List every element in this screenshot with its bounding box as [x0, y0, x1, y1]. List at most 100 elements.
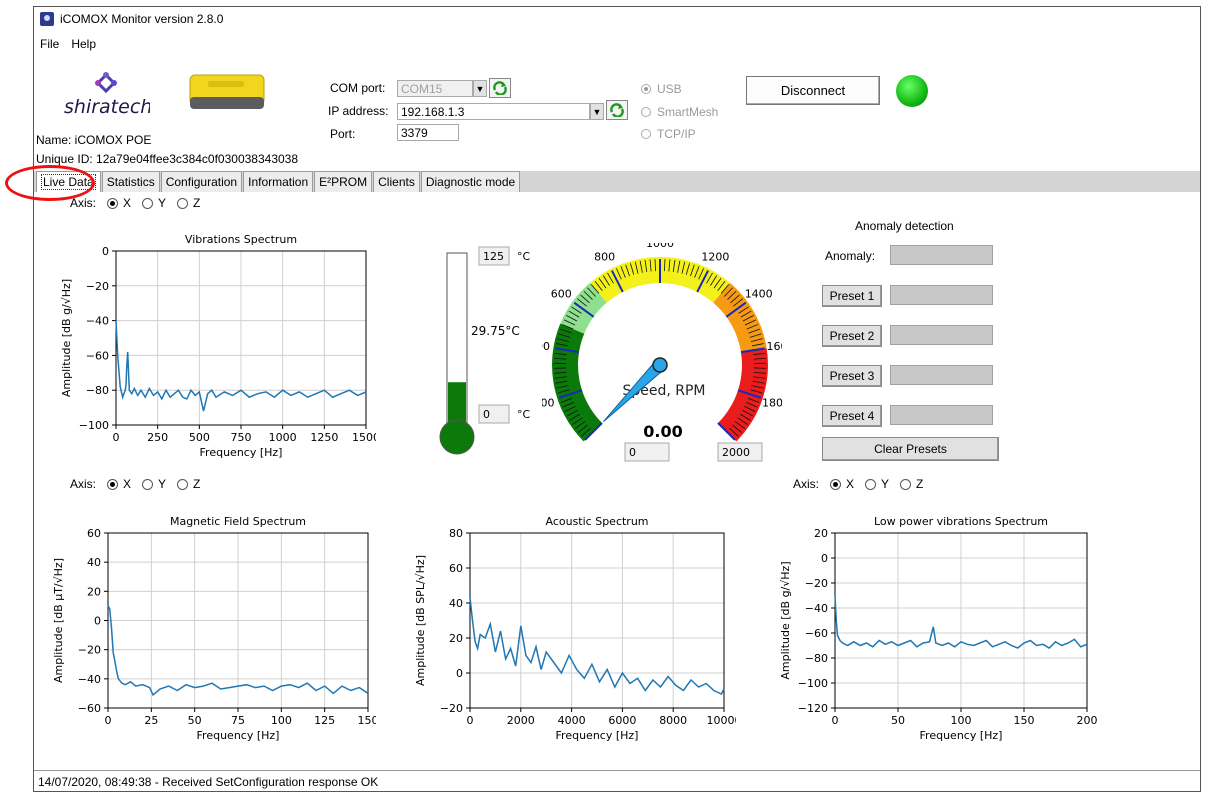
radio-usb-dot[interactable]: [641, 84, 651, 94]
gauge-tick: [737, 417, 748, 425]
preset-4-button[interactable]: Preset 4: [822, 405, 882, 427]
gauge-tick: [556, 385, 569, 389]
refresh-com-icon[interactable]: [489, 78, 511, 98]
y-tick-label: 60: [449, 562, 463, 575]
tab-clients[interactable]: Clients: [373, 171, 420, 192]
tab-diagnostic-mode[interactable]: Diagnostic mode: [420, 171, 521, 192]
gauge-tick: [555, 380, 568, 384]
axis-x-radio[interactable]: [107, 197, 119, 209]
menu-help[interactable]: Help: [71, 37, 97, 51]
axis-z-radio[interactable]: [177, 197, 189, 209]
axis-z-radio[interactable]: [900, 478, 912, 490]
axis-y-radio[interactable]: [142, 197, 154, 209]
preset-2-button[interactable]: Preset 2: [822, 325, 882, 347]
tab-eeprom[interactable]: E²PROM: [314, 171, 373, 192]
gauge-tick: [564, 405, 576, 412]
chart-title: Vibrations Spectrum: [185, 233, 297, 246]
gauge-tick: [677, 260, 681, 273]
tab-live-data[interactable]: Live Data: [36, 171, 101, 192]
axis-selector-lowpower: Axis: X Y Z: [793, 477, 924, 491]
chart-title: Low power vibrations Spectrum: [874, 515, 1048, 528]
refresh-ip-icon[interactable]: [606, 100, 628, 120]
axis-y-radio[interactable]: [865, 478, 877, 490]
y-tick-label: 40: [87, 556, 101, 569]
gauge-tick: [555, 347, 580, 354]
y-tick-label: −20: [440, 702, 463, 715]
gauge-min-box: [624, 442, 670, 462]
x-tick-label: 500: [189, 431, 210, 444]
x-tick-label: 150: [1014, 714, 1035, 727]
preset-3-button[interactable]: Preset 3: [822, 365, 882, 387]
y-tick-label: 20: [814, 527, 828, 540]
ip-address-select[interactable]: 192.168.1.3: [397, 103, 590, 120]
x-tick-label: 0: [832, 714, 839, 727]
com-dropdown-arrow-icon[interactable]: ▼: [473, 80, 487, 97]
x-tick-label: 50: [188, 714, 202, 727]
menu-file[interactable]: File: [40, 37, 60, 51]
radio-smartmesh-dot[interactable]: [641, 107, 651, 117]
gauge-tick-label: 600: [551, 287, 572, 300]
gauge-tick: [738, 306, 749, 314]
com-port-select[interactable]: COM15: [397, 80, 473, 97]
gauge-tick: [583, 290, 593, 300]
axis-y-radio[interactable]: [142, 478, 154, 490]
gauge-tick: [602, 275, 610, 286]
axis-z-radio[interactable]: [177, 478, 189, 490]
axis-x-radio[interactable]: [830, 478, 842, 490]
clear-presets-button[interactable]: Clear Presets: [822, 437, 999, 461]
tab-configuration[interactable]: Configuration: [160, 171, 243, 192]
axis-x-radio[interactable]: [107, 478, 119, 490]
gauge-tick: [681, 261, 686, 274]
y-axis-label: Amplitude [dB g/√Hz]: [60, 279, 73, 397]
radio-tcpip[interactable]: TCP/IP: [641, 127, 696, 141]
y-tick-label: 20: [87, 585, 101, 598]
gauge-tick: [747, 397, 760, 403]
gauge-tick: [584, 422, 603, 441]
gauge-tick: [557, 338, 570, 343]
plot-frame: [115, 250, 367, 426]
gauge-min: 0: [629, 446, 636, 459]
tab-statistics[interactable]: Statistics: [101, 171, 160, 192]
x-tick-label: 200: [1077, 714, 1098, 727]
gauge-tick: [577, 298, 587, 307]
gauge-tick-label: 1000: [646, 243, 674, 250]
axis-selector-mag: Axis: X Y Z: [70, 477, 201, 491]
thermo-min: 0: [483, 408, 490, 421]
ip-dropdown-arrow-icon[interactable]: ▼: [590, 103, 604, 120]
x-tick-label: 100: [951, 714, 972, 727]
gauge-tick: [569, 413, 581, 421]
gauge-tick: [717, 422, 736, 441]
radio-usb[interactable]: USB: [641, 82, 682, 96]
radio-smartmesh[interactable]: SmartMesh: [641, 105, 718, 119]
chart-title: Magnetic Field Spectrum: [170, 515, 306, 528]
tab-bar: Live Data Statistics Configuration Infor…: [34, 171, 1200, 192]
x-tick-label: 0: [113, 431, 120, 444]
port-input[interactable]: 3379: [397, 124, 459, 141]
logo-text: shiratech: [64, 96, 150, 118]
y-tick-label: −20: [78, 644, 101, 657]
gauge-tick: [737, 389, 762, 399]
tab-information[interactable]: Information: [243, 171, 314, 192]
y-tick-label: −40: [805, 602, 828, 615]
x-tick-label: 4000: [558, 714, 586, 727]
gauge-tick: [744, 319, 757, 326]
gauge-tick: [556, 343, 569, 347]
preset-1-button[interactable]: Preset 1: [822, 285, 882, 307]
radio-tcpip-dot[interactable]: [641, 129, 651, 139]
gauge-tick: [587, 287, 596, 297]
y-tick-label: −60: [78, 702, 101, 715]
x-tick-label: 1000: [269, 431, 297, 444]
anomaly-value-box: [890, 245, 993, 265]
gauge-tick: [568, 310, 580, 318]
gauge-tick: [742, 409, 754, 417]
gauge-tick: [581, 427, 591, 437]
gauge-tick: [742, 315, 754, 322]
x-tick-label: 0: [105, 714, 112, 727]
disconnect-button[interactable]: Disconnect: [746, 76, 880, 105]
gauge-tick-label: 400: [542, 340, 550, 353]
menu-bar: File Help: [34, 34, 96, 54]
x-tick-label: 250: [147, 431, 168, 444]
gauge-tick: [554, 376, 567, 379]
gauge-tick: [739, 413, 751, 421]
